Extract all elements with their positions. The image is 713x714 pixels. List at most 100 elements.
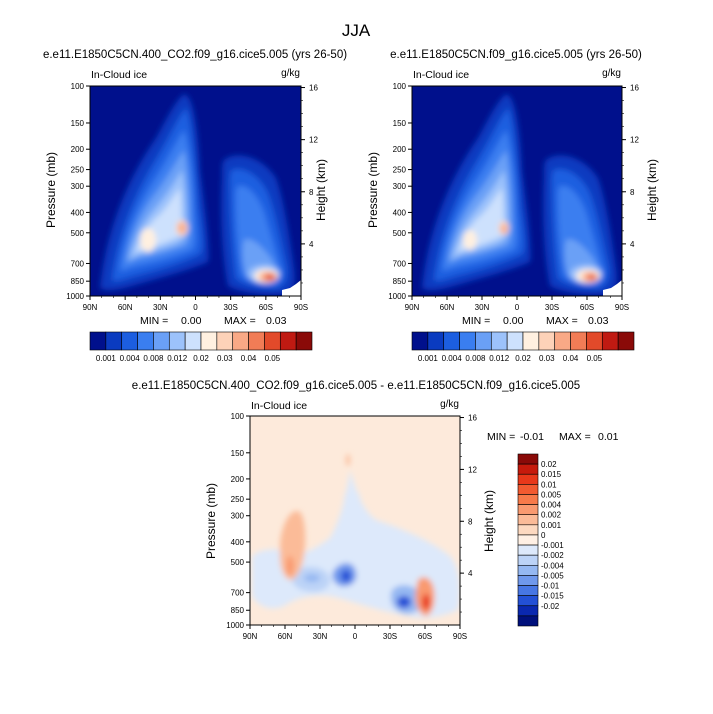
panel-right-contours xyxy=(422,94,617,295)
y-tick-label: 150 xyxy=(231,449,245,458)
x-tick-label: 90S xyxy=(453,632,467,641)
panel-left-contours xyxy=(100,94,295,295)
colorbar-swatch xyxy=(137,331,154,351)
panel-left-stats-min-value: 0.00 xyxy=(181,315,202,327)
colorbar-swatch xyxy=(517,534,539,546)
colorbar-swatch xyxy=(517,595,539,607)
x-tick-label: 60S xyxy=(418,632,432,641)
panel-diff: e.e11.E1850C5CN.400_CO2.f09_g16.cice5.00… xyxy=(132,380,619,641)
panel-right-units: g/kg xyxy=(602,68,621,79)
colorbar-label: 0.012 xyxy=(167,354,188,363)
colorbar-swatch xyxy=(443,331,460,351)
contour-pos-speck xyxy=(346,454,350,466)
colorbar-label: -0.005 xyxy=(541,571,564,580)
colorbar-swatch xyxy=(517,575,539,586)
colorbar-swatch xyxy=(490,331,508,351)
colorbar-label: 0.015 xyxy=(541,470,562,479)
x-tick-label: 90N xyxy=(83,303,98,312)
y-tick-label: 100 xyxy=(231,412,245,421)
panel-right-ylabel: Pressure (mb) xyxy=(366,152,380,228)
colorbar-swatch xyxy=(517,453,539,465)
contour-neg-tail-a xyxy=(343,488,360,528)
y-tick-label: 850 xyxy=(231,606,245,615)
y-right-tick-label: 8 xyxy=(309,188,314,197)
colorbar-swatch xyxy=(121,331,138,351)
colorbar-label: 0.03 xyxy=(539,354,555,363)
y-tick-label: 400 xyxy=(71,208,85,217)
panel-left-colorbar: 0.001 0.004 0.008 0.012 0.02 0.03 0.04 0.05 xyxy=(89,331,313,363)
colorbar-label: 0.005 xyxy=(541,490,562,499)
colorbar-label: 0.001 xyxy=(541,521,562,530)
y-right-tick-label: 12 xyxy=(309,136,318,145)
panel-diff-field-label: In-Cloud ice xyxy=(251,400,307,412)
y-right-tick-label: 16 xyxy=(630,84,639,93)
colorbar-swatch xyxy=(264,331,281,351)
x-tick-label: 30S xyxy=(224,303,238,312)
colorbar-label: -0.02 xyxy=(541,602,560,611)
colorbar-label: 0.001 xyxy=(418,354,439,363)
colorbar-swatch xyxy=(517,494,539,505)
colorbar-label: 0.004 xyxy=(442,354,463,363)
page-title: JJA xyxy=(342,21,371,40)
colorbar-label: -0.002 xyxy=(541,551,564,560)
y-tick-label: 500 xyxy=(71,229,85,238)
y-tick-label: 850 xyxy=(393,277,407,286)
colorbar-label: 0.012 xyxy=(489,354,510,363)
y-right-tick-label: 12 xyxy=(468,465,477,474)
colorbar-swatch xyxy=(517,554,539,566)
colorbar-swatch xyxy=(517,585,539,596)
panel-diff-ylabel: Pressure (mb) xyxy=(204,483,218,559)
y-tick-label: 150 xyxy=(393,119,407,128)
y-right-tick-label: 8 xyxy=(468,517,473,526)
y-tick-label: 1000 xyxy=(66,292,84,301)
contour-nh-peak-a xyxy=(140,228,156,252)
y-right-tick-label: 4 xyxy=(468,569,473,578)
colorbar-label: 0.05 xyxy=(587,354,603,363)
x-tick-label: 30N xyxy=(153,303,168,312)
colorbar-label: 0.01 xyxy=(541,480,557,489)
colorbar-swatch xyxy=(554,331,571,351)
y-tick-label: 100 xyxy=(393,82,407,91)
panel-left-ylabel-right: Height (km) xyxy=(314,159,328,221)
y-tick-label: 250 xyxy=(231,495,245,504)
contour-neg-south-core xyxy=(397,596,411,608)
colorbar-swatch xyxy=(184,331,202,351)
x-tick-label: 30S xyxy=(383,632,397,641)
contour-pos-south-core xyxy=(422,594,430,610)
panel-diff-stats-max-value: 0.01 xyxy=(598,431,619,443)
panel-right-stats-max-value: 0.03 xyxy=(588,315,609,327)
panel-left-ylabel: Pressure (mb) xyxy=(44,152,58,228)
panel-left: e.e11.E1850C5CN.400_CO2.f09_g16.cice5.00… xyxy=(43,49,347,363)
y-right-tick-label: 8 xyxy=(630,188,635,197)
panel-left-title: e.e11.E1850C5CN.400_CO2.f09_g16.cice5.00… xyxy=(43,49,347,61)
panel-diff-field xyxy=(250,416,460,625)
colorbar-label: 0.04 xyxy=(241,354,257,363)
colorbar-label: 0.02 xyxy=(193,354,209,363)
colorbar-label: -0.001 xyxy=(541,541,564,550)
y-tick-label: 1000 xyxy=(388,292,406,301)
colorbar-swatch xyxy=(517,463,539,475)
y-right-tick-label: 4 xyxy=(309,240,314,249)
panel-right: e.e11.E1850C5CN.f09_g16.cice5.005 (yrs 2… xyxy=(366,49,659,363)
y-tick-label: 300 xyxy=(393,182,407,191)
colorbar-swatch xyxy=(411,331,429,351)
x-tick-label: 30N xyxy=(313,632,328,641)
y-tick-label: 200 xyxy=(393,145,407,154)
contour-pos-nh-plume-core xyxy=(286,556,294,576)
colorbar-label: 0.004 xyxy=(541,501,562,510)
y-tick-label: 250 xyxy=(393,166,407,175)
colorbar-label: -0.004 xyxy=(541,561,564,570)
panel-right-stats-min-value: 0.00 xyxy=(503,315,524,327)
colorbar-label: -0.015 xyxy=(541,592,564,601)
panel-diff-title: e.e11.E1850C5CN.400_CO2.f09_g16.cice5.00… xyxy=(132,380,580,392)
colorbar-swatch xyxy=(517,484,539,495)
colorbar-label: 0.001 xyxy=(96,354,117,363)
y-right-tick-label: 16 xyxy=(468,414,477,423)
x-tick-label: 60N xyxy=(118,303,133,312)
colorbar-swatch xyxy=(168,331,186,351)
panel-left-topography xyxy=(282,280,301,296)
y-tick-label: 100 xyxy=(71,82,85,91)
panel-left-stats-min-label: MIN = xyxy=(140,315,168,327)
colorbar-swatch xyxy=(248,331,265,351)
